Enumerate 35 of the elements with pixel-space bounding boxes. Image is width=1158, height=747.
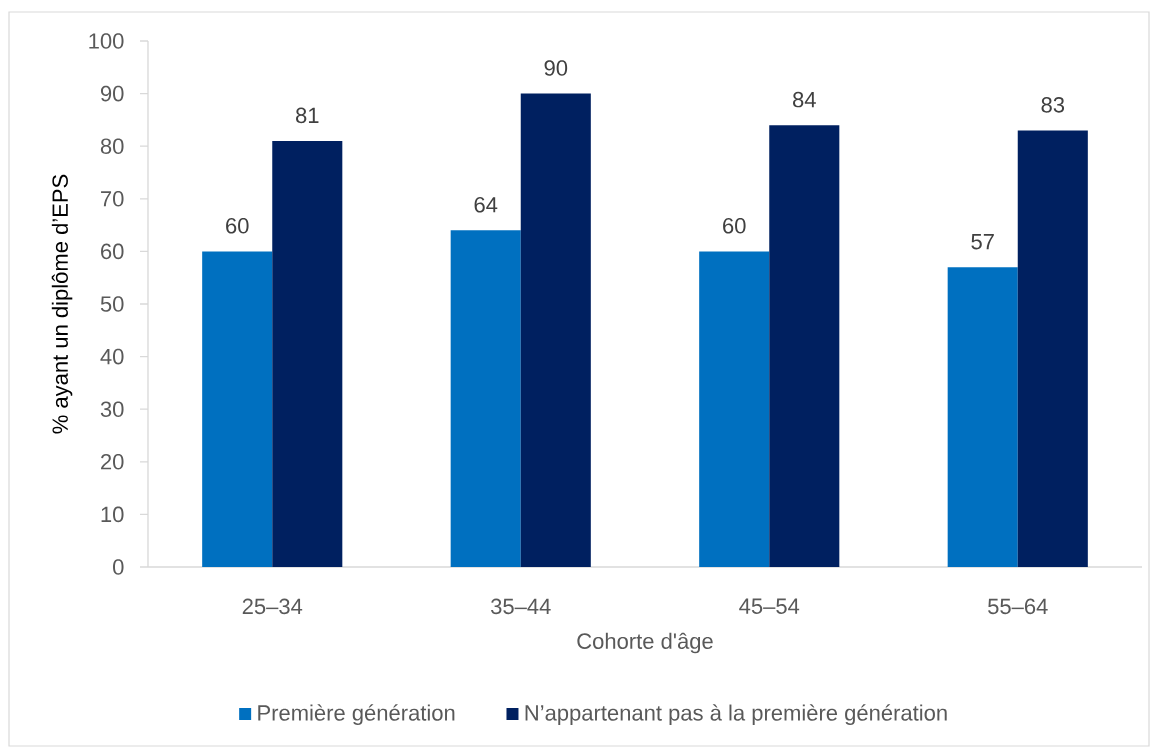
y-tick-label: 80 [100,138,124,154]
y-tick-label: 40 [100,348,124,365]
legend-label: N’appartenant pas à la première génération [525,704,947,726]
y-tick-label: 90 [100,85,124,102]
data-label: 60 [226,218,249,234]
x-tick-label: 35–44 [491,598,551,615]
y-tick-label: 20 [101,454,124,470]
data-label: 84 [793,91,816,108]
x-tick-label: 25–34 [242,598,303,615]
bar [699,251,770,567]
y-tick-label: 0 [113,559,124,575]
data-label: 64 [474,196,498,213]
data-label: 60 [723,218,746,234]
y-tick-label: 60 [101,243,124,260]
data-label: 83 [1041,97,1065,113]
legend-label: Première génération [258,704,455,726]
bar [947,267,1018,567]
bar [769,125,840,567]
y-axis-title: % ayant un diplôme d’EPS [51,174,73,434]
bar [520,93,591,567]
data-label: 57 [971,234,994,250]
data-label: 90 [544,60,568,76]
x-tick-label: 45–54 [739,598,800,614]
bar [272,140,343,567]
y-tick-label: 50 [100,296,124,312]
y-tick-label: 100 [89,33,124,49]
y-tick-label: 10 [101,506,124,523]
x-axis-title: Cohorte d'âge [577,632,713,654]
bar [1017,130,1088,567]
bar [202,251,273,567]
bar [450,230,521,567]
y-tick-label: 30 [100,401,124,417]
data-label: 81 [296,107,319,124]
y-tick-label: 70 [101,191,124,207]
x-tick-label: 55–64 [988,598,1048,615]
